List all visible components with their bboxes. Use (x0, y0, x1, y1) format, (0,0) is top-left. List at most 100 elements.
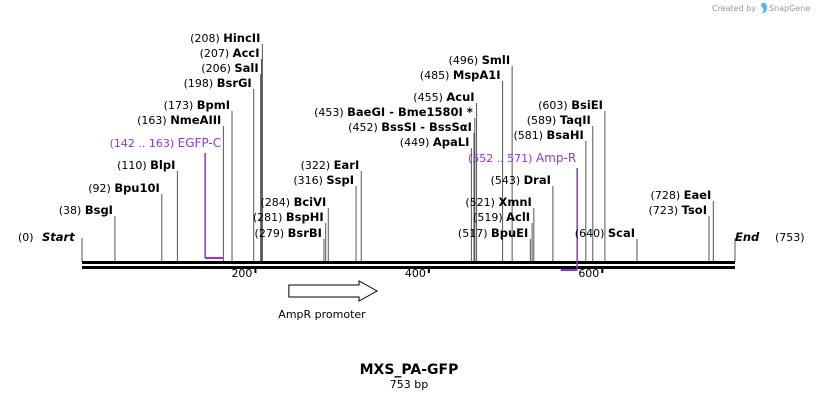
site-enzyme-name: BciVI (294, 195, 327, 209)
site-enzyme-name: BaeGI - Bme1580I * (347, 105, 473, 119)
site-enzyme-name: BpuEI (491, 226, 528, 240)
restriction-site[interactable]: (110) BlpI (117, 158, 175, 172)
tick-marks: 200 400 600 (231, 266, 604, 280)
site-label: (485) MspA1I (420, 68, 501, 82)
restriction-site[interactable]: (92) Bpu10I (88, 181, 160, 195)
site-enzyme-name: BsaHI (547, 128, 584, 142)
site-label: (455) AcuI (413, 90, 474, 104)
restriction-site[interactable]: (640) ScaI (575, 226, 635, 240)
site-label: (284) BciVI (261, 195, 327, 209)
site-enzyme-name: BsiEI (571, 98, 603, 112)
site-enzyme-name: TaqII (560, 113, 591, 127)
site-enzyme-name: HincII (223, 31, 260, 45)
site-position: (453) (314, 106, 347, 119)
start-label: Start (42, 230, 75, 244)
restriction-site[interactable]: (589) TaqII (527, 113, 591, 127)
site-enzyme-name: BspHI (286, 210, 324, 224)
restriction-site[interactable]: (449) ApaLI (400, 135, 470, 149)
site-label: (521) XmnI (465, 195, 531, 209)
tick-label: 400 (405, 267, 426, 280)
restriction-site[interactable]: (198) BsrGI (184, 76, 252, 90)
site-position: (208) (190, 32, 223, 45)
site-label: (206) SalI (201, 61, 258, 75)
site-enzyme-name: TsoI (682, 203, 707, 217)
feature-egfp-c[interactable]: (142 .. 163) EGFP-C (110, 136, 224, 259)
site-position: (517) (458, 227, 491, 240)
restriction-site[interactable]: (517) BpuEI (458, 226, 528, 240)
restriction-site[interactable]: (316) SspI (293, 173, 354, 187)
site-position: (198) (184, 77, 217, 90)
restriction-site[interactable]: (453) BaeGI - Bme1580I * (314, 105, 473, 119)
site-label: (173) BpmI (164, 98, 230, 112)
site-position: (38) (59, 204, 85, 217)
restriction-site[interactable]: (485) MspA1I (420, 68, 501, 82)
restriction-site[interactable]: (279) BsrBI (255, 226, 322, 240)
site-position: (449) (400, 136, 433, 149)
site-enzyme-name: BsrGI (217, 76, 252, 90)
site-label: (207) AccI (200, 46, 260, 60)
site-label: (589) TaqII (527, 113, 591, 127)
restriction-site[interactable]: (207) AccI (200, 46, 260, 60)
restriction-site[interactable]: (452) BssSI - BssSαI (348, 120, 472, 134)
feature-amp-r[interactable]: (552 .. 571) Amp-R (468, 151, 578, 271)
site-label: (38) BsgI (59, 203, 113, 217)
site-label: (519) AclI (473, 210, 530, 224)
restriction-site[interactable]: (284) BciVI (261, 195, 327, 209)
restriction-site[interactable]: (206) SalI (201, 61, 258, 75)
promoter-arrow (288, 280, 379, 302)
site-label: (723) TsoI (649, 203, 707, 217)
feature-label: (552 .. 571) Amp-R (468, 151, 576, 165)
site-position: (92) (88, 182, 114, 195)
site-position: (316) (293, 174, 326, 187)
restriction-site[interactable]: (728) EaeI (651, 188, 712, 202)
restriction-site[interactable]: (173) BpmI (164, 98, 230, 112)
site-label: (452) BssSI - BssSαI (348, 120, 472, 134)
site-position: (452) (348, 121, 381, 134)
site-enzyme-name: BlpI (150, 158, 175, 172)
site-enzyme-name: NmeAIII (170, 113, 221, 127)
dna-backbone (82, 261, 735, 269)
restriction-site[interactable]: (455) AcuI (413, 90, 474, 104)
site-position: (485) (420, 69, 453, 82)
map-title: MXS_PA-GFP (360, 362, 459, 378)
restriction-site[interactable]: (163) NmeAIII (137, 113, 221, 127)
site-enzyme-name: AclI (506, 210, 530, 224)
restriction-site[interactable]: (519) AclI (473, 210, 530, 224)
site-enzyme-name: EarI (334, 158, 360, 172)
site-label: (640) ScaI (575, 226, 635, 240)
restriction-site[interactable]: (543) DraI (491, 173, 551, 187)
site-enzyme-name: SmlI (482, 53, 511, 67)
restriction-site[interactable]: (521) XmnI (465, 195, 531, 209)
site-position: (279) (255, 227, 288, 240)
restriction-site[interactable]: (723) TsoI (649, 203, 707, 217)
site-label: (208) HincII (190, 31, 260, 45)
site-label: (496) SmlI (449, 53, 511, 67)
restriction-site[interactable]: (208) HincII (190, 31, 260, 45)
restriction-site[interactable]: (496) SmlI (449, 53, 511, 67)
restriction-site[interactable]: (281) BspHI (253, 210, 324, 224)
site-position: (521) (465, 196, 498, 209)
site-label: (279) BsrBI (255, 226, 322, 240)
site-label: (581) BsaHI (513, 128, 583, 142)
tick-label: 200 (231, 267, 252, 280)
restriction-site[interactable]: (322) EarI (301, 158, 360, 172)
tick-label: 600 (578, 267, 599, 280)
restriction-site[interactable]: (581) BsaHI (513, 128, 583, 142)
map-length: 753 bp (390, 378, 428, 391)
site-position: (728) (651, 189, 684, 202)
restriction-site[interactable]: (38) BsgI (59, 203, 113, 217)
site-label: (728) EaeI (651, 188, 712, 202)
site-position: (173) (164, 99, 197, 112)
feature-name: EGFP-C (178, 136, 221, 150)
site-enzyme-name: AccI (233, 46, 260, 60)
site-enzyme-name: BpmI (197, 98, 230, 112)
snapgene-logo-icon (761, 2, 767, 13)
site-lead-lines (114, 44, 714, 261)
site-label: (322) EarI (301, 158, 360, 172)
site-position: (603) (538, 99, 571, 112)
site-enzyme-name: BssSI - BssSαI (381, 120, 472, 134)
site-position: (284) (261, 196, 294, 209)
restriction-site[interactable]: (603) BsiEI (538, 98, 603, 112)
site-position: (207) (200, 47, 233, 60)
